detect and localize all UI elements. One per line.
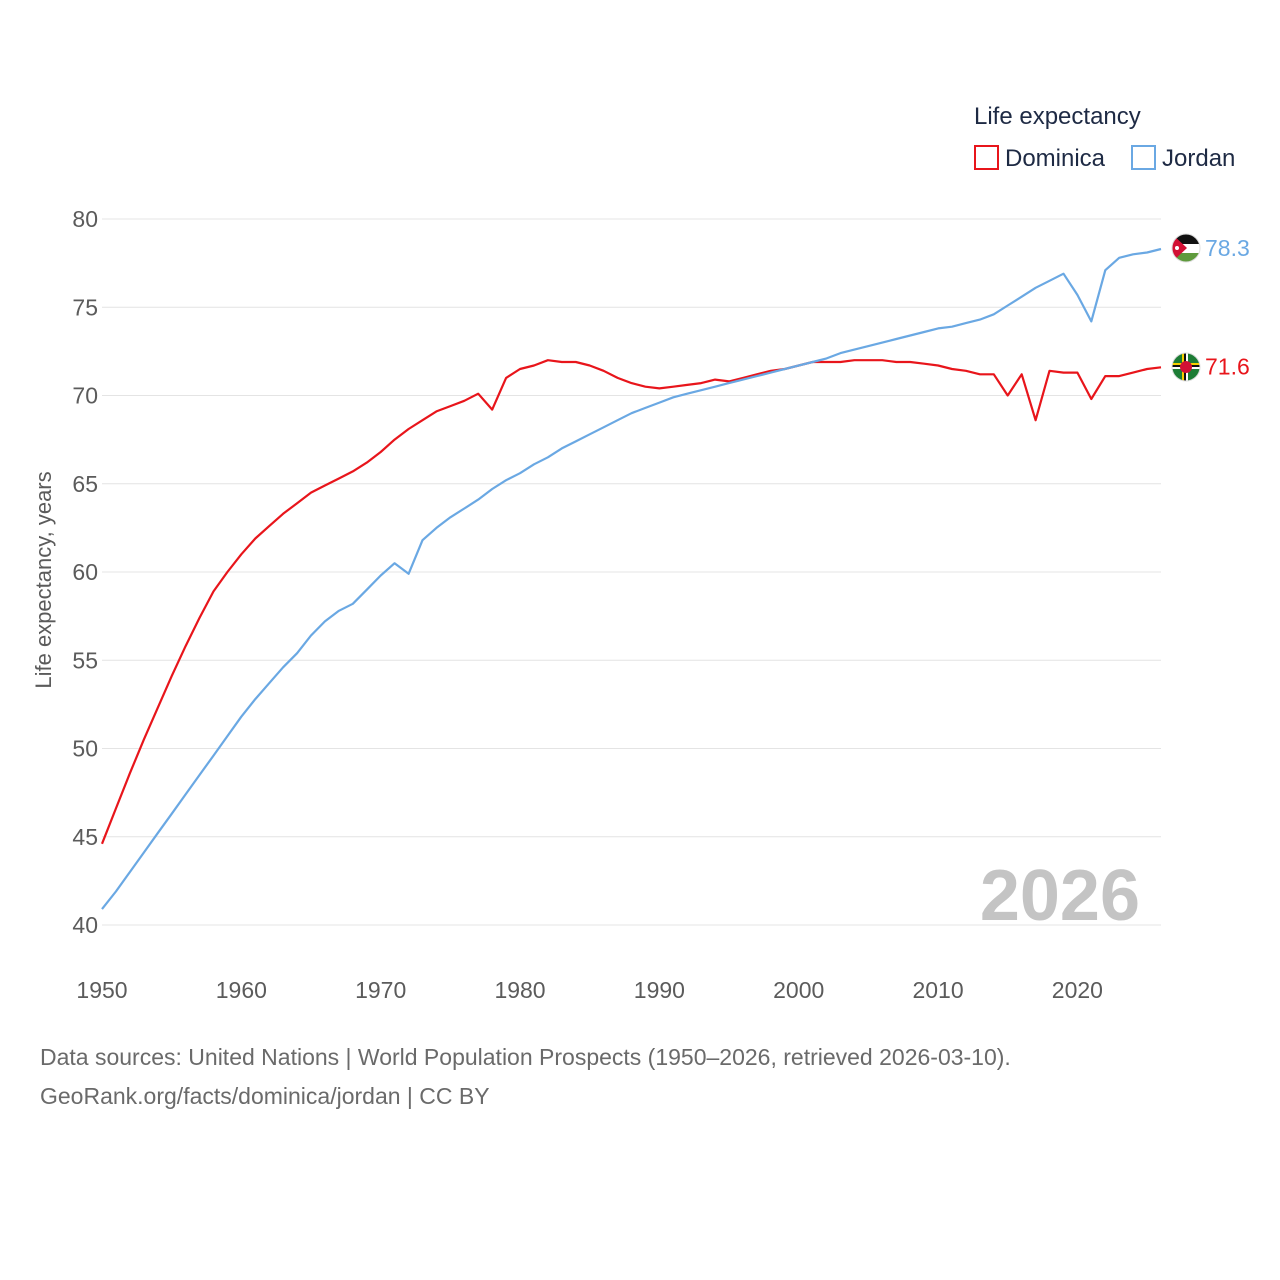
series-layer: 71.6 78.3 [100, 235, 1250, 910]
y-axis-title: Life expectancy, years [31, 471, 56, 688]
legend-swatch-dominica [974, 145, 999, 170]
x-tick-label: 1980 [494, 977, 545, 1003]
x-tick-label: 1970 [355, 977, 406, 1003]
series-line-jordan[interactable] [101, 247, 1162, 910]
end-value-label-dominica: 71.6 [1205, 353, 1250, 379]
y-tick-label: 40 [72, 912, 98, 938]
x-tick-label: 2000 [773, 977, 824, 1003]
x-tick-label: 2020 [1052, 977, 1103, 1003]
y-tick-label: 65 [72, 471, 98, 497]
y-tick-label: 80 [72, 206, 98, 232]
y-axis-ticks: 40 45 50 55 60 65 70 75 80 [72, 206, 98, 938]
y-tick-label: 50 [72, 736, 98, 762]
legend-swatch-jordan [1131, 145, 1156, 170]
data-source-text: Data sources: United Nations | World Pop… [40, 1044, 1011, 1070]
y-tick-label: 55 [72, 647, 98, 673]
legend-title: Life expectancy [974, 103, 1141, 130]
year-watermark: 2026 [980, 856, 1140, 936]
y-tick-label: 60 [72, 559, 98, 585]
x-tick-label: 2010 [912, 977, 963, 1003]
legend-label-jordan: Jordan [1162, 145, 1235, 172]
end-value-label-jordan: 78.3 [1205, 235, 1250, 261]
x-axis-ticks: 1950 1960 1970 1980 1990 2000 2010 2020 [76, 977, 1103, 1003]
y-tick-label: 70 [72, 383, 98, 409]
legend-item-dominica[interactable]: Dominica [974, 145, 1106, 172]
dominica-flag-icon [1172, 353, 1200, 381]
jordan-flag-icon [1172, 234, 1200, 262]
series-line-dominica[interactable] [100, 359, 1162, 845]
grid-lines [102, 218, 1161, 926]
y-tick-label: 45 [72, 824, 98, 850]
x-tick-label: 1960 [216, 977, 267, 1003]
legend-label-dominica: Dominica [1005, 145, 1106, 172]
x-tick-label: 1950 [76, 977, 127, 1003]
legend-item-jordan[interactable]: Jordan [1131, 145, 1235, 172]
y-tick-label: 75 [72, 294, 98, 320]
credit-link[interactable]: GeoRank.org/facts/dominica/jordan | CC B… [40, 1083, 490, 1109]
legend: Life expectancy Dominica Jordan [974, 103, 1235, 172]
x-tick-label: 1990 [634, 977, 685, 1003]
